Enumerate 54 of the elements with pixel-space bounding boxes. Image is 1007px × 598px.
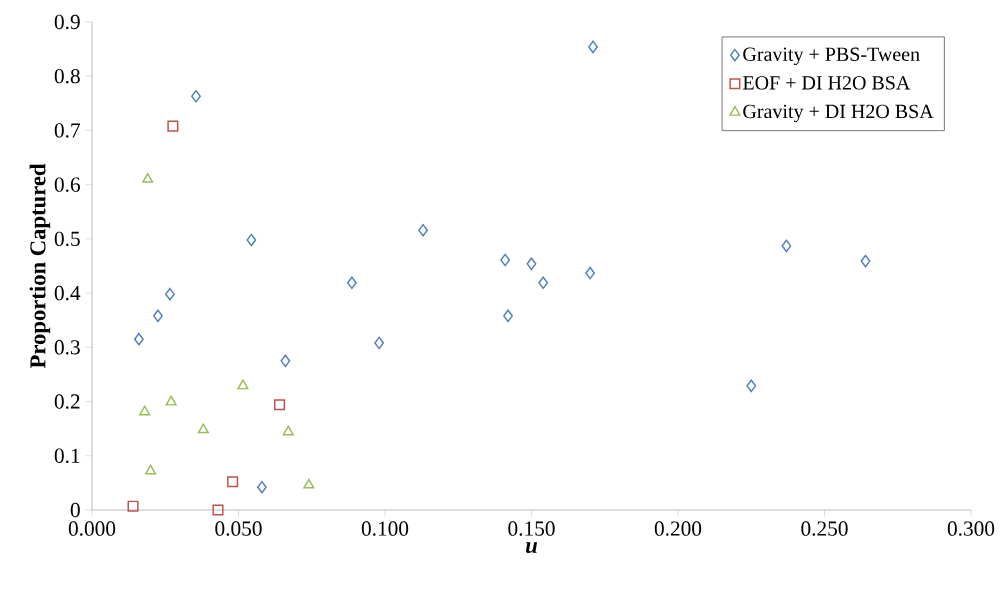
legend-label: EOF + DI H2O BSA [743, 76, 911, 90]
point [538, 276, 549, 290]
y-tick-label: 0.4 [54, 285, 81, 301]
x-tick-label: 0.250 [801, 521, 848, 536]
y-tick-label: 0.6 [54, 177, 80, 192]
point [257, 480, 267, 494]
point [165, 287, 175, 301]
point [746, 379, 757, 393]
x-axis-title: u [526, 542, 538, 554]
y-tick-label: 0.1 [54, 448, 80, 463]
y-tick-label: 0 [70, 502, 80, 518]
legend-label: Gravity + PBS-Tween [743, 47, 920, 66]
point [246, 233, 257, 247]
point [165, 395, 177, 406]
point [418, 223, 429, 237]
y-tick-label: 0.2 [54, 394, 80, 409]
point [282, 425, 294, 436]
point [346, 276, 357, 290]
point [781, 239, 792, 253]
point [212, 504, 224, 516]
x-tick-label: 0.050 [215, 521, 262, 536]
point [237, 379, 249, 390]
point [374, 336, 385, 350]
x-tick-label: 0.200 [654, 521, 702, 536]
y-tick-label: 0.5 [54, 231, 80, 247]
point [860, 254, 871, 268]
point [139, 405, 151, 416]
point [197, 423, 209, 434]
y-tick-label: 0.8 [54, 68, 80, 84]
point [303, 478, 315, 489]
point [152, 309, 163, 323]
legend-label: Gravity + DI H2O BSA [743, 104, 934, 123]
point [227, 476, 239, 488]
point [127, 500, 139, 512]
x-tick-label: 0.000 [68, 521, 116, 536]
y-tick-label: 0.9 [54, 14, 80, 30]
point [588, 40, 598, 54]
point [273, 399, 286, 411]
point [145, 464, 157, 475]
point [167, 120, 179, 132]
y-tick-label: 0.7 [54, 123, 81, 138]
point [585, 266, 596, 280]
point [280, 354, 291, 368]
point [133, 332, 144, 346]
x-tick-label: 0.100 [361, 521, 409, 536]
point [503, 309, 513, 323]
point [191, 89, 201, 103]
x-tick-label: 0.150 [508, 521, 555, 536]
point [142, 172, 154, 183]
point [500, 253, 511, 267]
x-tick-label: 0.300 [947, 521, 995, 536]
point [526, 257, 537, 271]
y-axis-title: Proportion Captured [29, 163, 51, 369]
y-tick-label: 0.3 [54, 340, 80, 355]
